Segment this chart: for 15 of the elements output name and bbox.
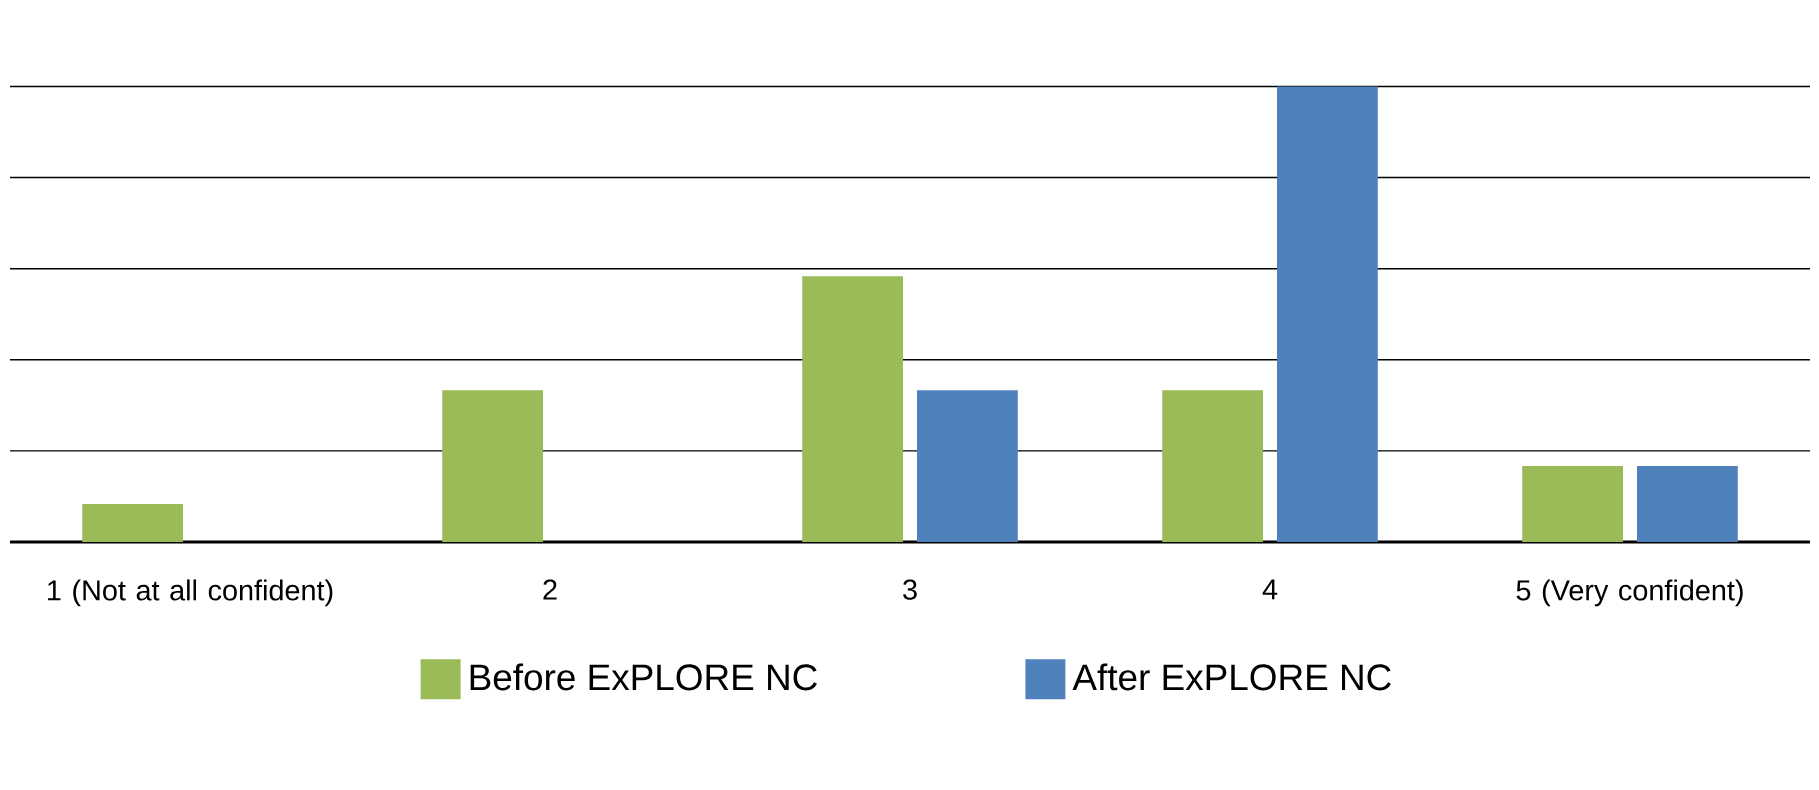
bar (82, 504, 184, 542)
legend-label: Before ExPLORE NC (470, 663, 817, 691)
x-tick-label: 5 (Very confident) (1516, 579, 1743, 607)
x-tick-label: 3 (903, 579, 917, 600)
bar (1522, 466, 1624, 542)
bar (917, 390, 1018, 542)
bar (1162, 390, 1263, 542)
x-tick-label: 1 (Not at all confident) (48, 579, 333, 607)
legend-label: After ExPLORE NC (1072, 663, 1391, 691)
x-tick-label: 4 (1262, 579, 1278, 600)
bar (1637, 466, 1738, 542)
bar (442, 390, 544, 542)
bar (802, 276, 903, 542)
bar (1277, 86, 1378, 542)
x-tick-label: 2 (543, 579, 557, 600)
